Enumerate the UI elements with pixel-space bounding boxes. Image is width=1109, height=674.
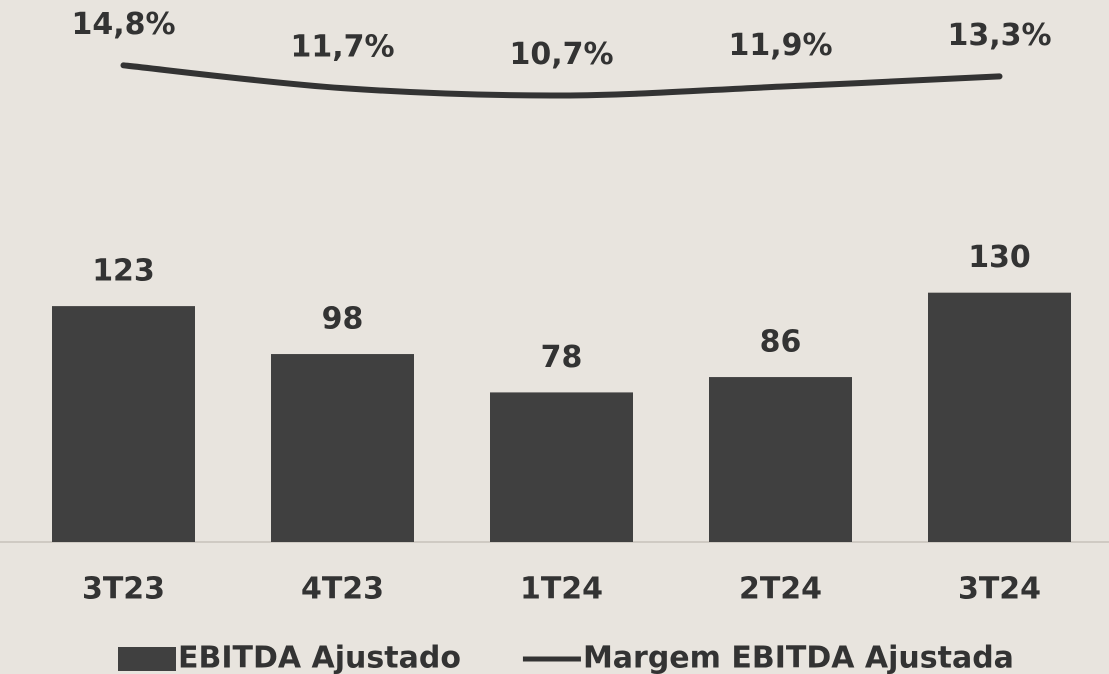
legend-swatch xyxy=(118,647,176,671)
x-tick-label: 3T23 xyxy=(82,572,165,607)
line-value-label: 14,8% xyxy=(71,7,175,42)
bar-value-label: 130 xyxy=(968,240,1031,275)
legend-label: Margem EBITDA Ajustada xyxy=(583,641,1014,674)
bar-value-label: 98 xyxy=(322,302,364,337)
bar-value-label: 86 xyxy=(760,325,802,360)
line-value-label: 11,9% xyxy=(728,28,832,63)
bar xyxy=(52,306,195,542)
line-value-label: 11,7% xyxy=(290,30,394,65)
bar xyxy=(928,292,1071,542)
x-tick-label: 2T24 xyxy=(739,572,822,607)
bar-value-label: 78 xyxy=(541,340,583,375)
x-tick-label: 3T24 xyxy=(958,572,1041,607)
x-tick-label: 1T24 xyxy=(520,572,603,607)
bar xyxy=(271,354,414,542)
x-tick-label: 4T23 xyxy=(301,572,384,607)
bar xyxy=(709,377,852,542)
bar xyxy=(490,392,633,542)
line-value-label: 13,3% xyxy=(947,18,1051,53)
line xyxy=(120,62,1003,99)
bar-value-label: 123 xyxy=(92,254,155,289)
legend-label: EBITDA Ajustado xyxy=(178,641,461,674)
line-value-label: 10,7% xyxy=(509,37,613,72)
